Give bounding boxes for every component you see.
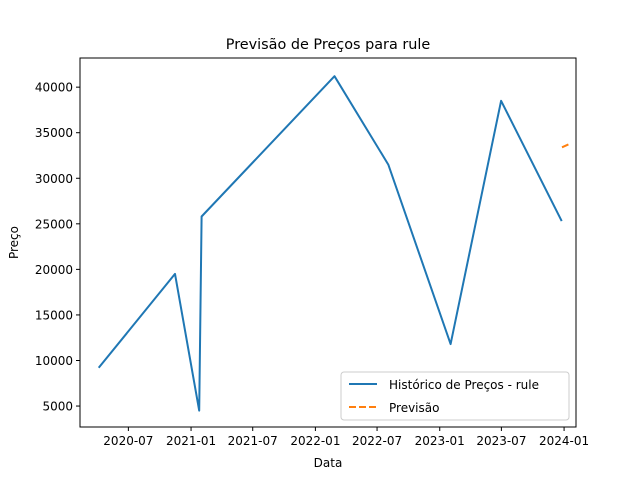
y-tick-label: 5000	[42, 400, 73, 414]
x-axis: 2020-07 2021-01 2021-07 2022-01 2022-07 2023-…	[103, 427, 589, 448]
x-tick-label: 2024-01	[539, 434, 589, 448]
y-tick-label: 25000	[35, 217, 73, 231]
legend-box	[340, 371, 570, 421]
y-tick-label: 15000	[35, 308, 73, 322]
chart-title: Previsão de Preços para rule	[226, 37, 431, 53]
y-tick-label: 35000	[35, 126, 73, 140]
series-layer	[97, 75, 570, 412]
y-tick-label: 40000	[35, 81, 73, 95]
x-axis-label: Data	[314, 456, 343, 470]
series-line-1	[561, 143, 570, 149]
x-tick-label: 2022-01	[290, 434, 340, 448]
series-line-0	[97, 75, 563, 412]
x-tick-label: 2021-07	[228, 434, 278, 448]
x-tick-label: 2021-01	[166, 434, 216, 448]
y-axis-label: Preço	[7, 226, 21, 259]
y-tick-label: 30000	[35, 172, 73, 186]
legend: Histórico de Preços - rule Previsão	[340, 371, 570, 421]
x-tick-label: 2023-07	[476, 434, 526, 448]
y-tick-label: 20000	[35, 263, 73, 277]
legend-label-historico: Histórico de Preços - rule	[389, 378, 539, 392]
legend-label-previsao: Previsão	[389, 401, 439, 415]
x-tick-label: 2020-07	[103, 434, 153, 448]
x-tick-label: 2022-07	[352, 434, 402, 448]
y-axis: 5000 10000 15000 20000 25000 30000 35000 40000	[35, 81, 80, 414]
x-tick-label: 2023-01	[415, 434, 465, 448]
plot-frame	[79, 57, 577, 428]
y-tick-label: 10000	[35, 354, 73, 368]
